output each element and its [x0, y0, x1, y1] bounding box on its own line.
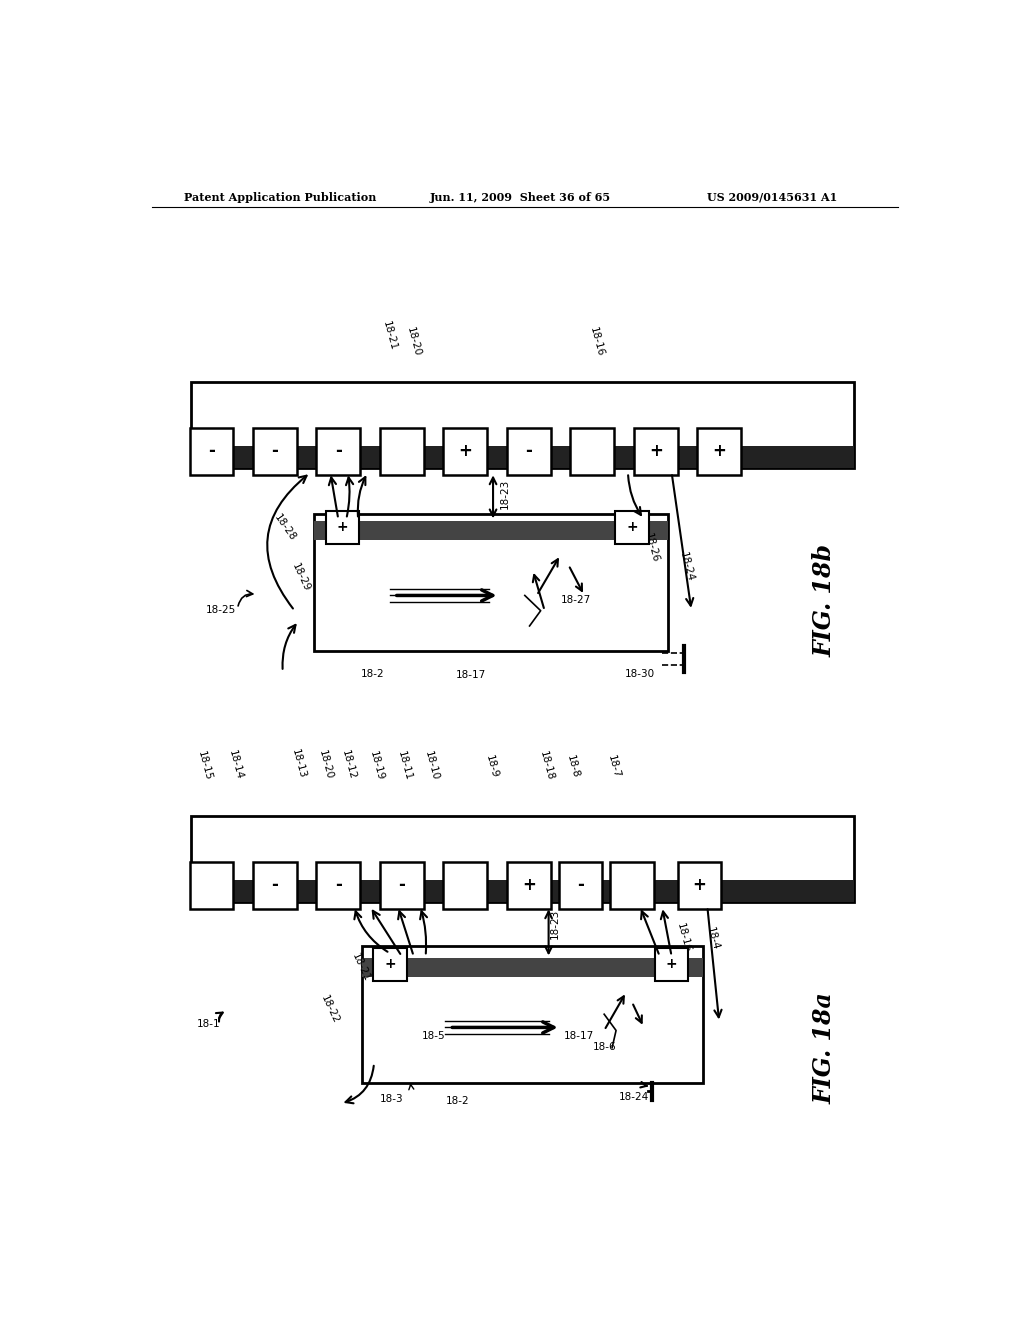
- Text: 18-16: 18-16: [675, 923, 692, 954]
- Text: 18-13: 18-13: [290, 748, 307, 780]
- Text: +: +: [459, 442, 472, 461]
- Bar: [189, 862, 233, 908]
- Bar: [697, 428, 741, 474]
- Text: -: -: [398, 876, 406, 894]
- Bar: [615, 511, 648, 544]
- Text: 18-11: 18-11: [395, 750, 413, 783]
- Text: US 2009/0145631 A1: US 2009/0145631 A1: [708, 191, 838, 202]
- Bar: [380, 862, 424, 908]
- Text: -: -: [208, 442, 215, 461]
- Bar: [253, 428, 297, 474]
- Bar: [253, 862, 297, 908]
- Text: +: +: [337, 520, 348, 535]
- Text: -: -: [525, 442, 532, 461]
- Text: 18-23: 18-23: [500, 479, 510, 510]
- Text: 18-2: 18-2: [445, 1096, 469, 1106]
- Bar: [443, 428, 487, 474]
- Text: 18-8: 18-8: [565, 754, 581, 779]
- Bar: [316, 862, 360, 908]
- Bar: [610, 862, 653, 908]
- Text: 18-3: 18-3: [380, 1093, 403, 1104]
- Text: +: +: [666, 957, 678, 972]
- Bar: [373, 948, 407, 981]
- Bar: [189, 428, 233, 474]
- Bar: [570, 428, 614, 474]
- Text: 18-12: 18-12: [340, 750, 357, 781]
- Text: 18-21: 18-21: [349, 952, 372, 983]
- Text: 18-20: 18-20: [404, 326, 423, 358]
- Bar: [314, 515, 668, 651]
- Text: -: -: [271, 442, 279, 461]
- Text: +: +: [384, 957, 395, 972]
- Text: +: +: [692, 876, 707, 894]
- Text: 18-25: 18-25: [206, 605, 236, 615]
- Text: 18-26: 18-26: [643, 532, 660, 564]
- Text: +: +: [649, 442, 663, 461]
- Text: FIG. 18a: FIG. 18a: [813, 991, 837, 1104]
- Text: 18-4: 18-4: [705, 927, 721, 952]
- Text: 18-16: 18-16: [588, 326, 605, 358]
- Text: 18-2: 18-2: [360, 669, 384, 678]
- Bar: [507, 428, 551, 474]
- Text: -: -: [271, 876, 279, 894]
- Text: 18-22: 18-22: [319, 994, 341, 1024]
- Text: +: +: [522, 876, 536, 894]
- Text: -: -: [577, 876, 584, 894]
- Bar: [380, 428, 424, 474]
- Text: 18-24: 18-24: [678, 550, 695, 583]
- Text: 18-9: 18-9: [483, 754, 500, 779]
- Text: +: +: [713, 442, 726, 461]
- Text: 18-10: 18-10: [423, 750, 440, 781]
- Text: 18-20: 18-20: [316, 750, 334, 781]
- Bar: [362, 946, 703, 1084]
- Text: 18-14: 18-14: [227, 750, 245, 781]
- Text: 18-21: 18-21: [381, 321, 398, 352]
- Text: Jun. 11, 2009  Sheet 36 of 65: Jun. 11, 2009 Sheet 36 of 65: [430, 191, 610, 202]
- Bar: [316, 428, 360, 474]
- Text: 18-1: 18-1: [198, 1019, 221, 1030]
- Text: 18-18: 18-18: [538, 750, 555, 783]
- Bar: [655, 948, 688, 981]
- Text: 18-5: 18-5: [422, 1031, 445, 1040]
- Bar: [634, 428, 678, 474]
- Bar: [362, 958, 703, 977]
- Bar: [326, 511, 359, 544]
- Text: 18-17: 18-17: [563, 1031, 594, 1040]
- Text: 18-15: 18-15: [197, 750, 214, 783]
- Bar: [191, 381, 854, 469]
- Text: 18-6: 18-6: [593, 1041, 616, 1052]
- Bar: [443, 862, 487, 908]
- Text: -: -: [335, 876, 342, 894]
- Text: +: +: [626, 520, 638, 535]
- Text: 18-17: 18-17: [456, 669, 486, 680]
- Text: 18-24: 18-24: [618, 1092, 648, 1101]
- Text: 18-30: 18-30: [625, 669, 655, 678]
- Bar: [314, 521, 668, 540]
- Bar: [191, 446, 854, 469]
- Text: FIG. 18b: FIG. 18b: [813, 544, 837, 657]
- Bar: [558, 862, 602, 908]
- Text: 18-27: 18-27: [561, 594, 592, 605]
- Text: 18-23: 18-23: [550, 908, 560, 939]
- Bar: [678, 862, 721, 908]
- Bar: [507, 862, 551, 908]
- Text: 18-19: 18-19: [368, 750, 385, 783]
- Text: 18-7: 18-7: [606, 754, 622, 779]
- Text: 18-29: 18-29: [290, 561, 312, 593]
- Bar: [191, 880, 854, 903]
- Text: -: -: [335, 442, 342, 461]
- Bar: [191, 816, 854, 903]
- Text: Patent Application Publication: Patent Application Publication: [183, 191, 376, 202]
- Text: 18-28: 18-28: [272, 512, 298, 543]
